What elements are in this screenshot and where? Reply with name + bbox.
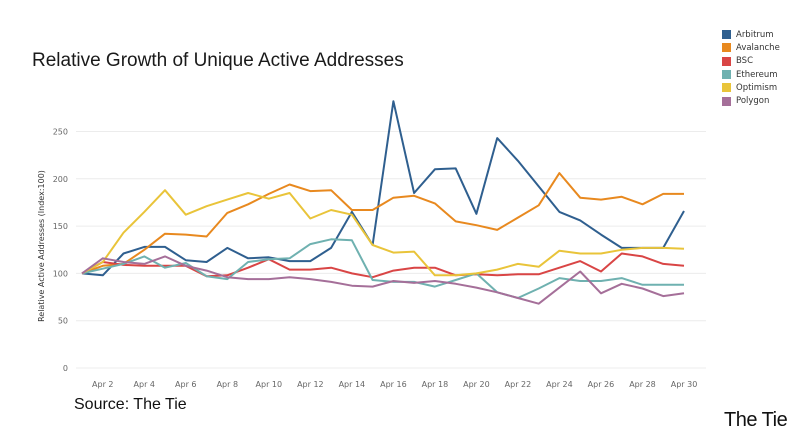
x-tick-label: Apr 8 xyxy=(217,380,238,389)
legend-swatch xyxy=(722,83,731,93)
legend-label: Optimism xyxy=(736,82,778,93)
x-tick-label: Apr 2 xyxy=(92,380,113,389)
legend-label: Avalanche xyxy=(736,42,780,53)
x-tick-label: Apr 6 xyxy=(175,380,196,389)
x-tick-label: Apr 12 xyxy=(297,380,324,389)
x-tick-label: Apr 26 xyxy=(588,380,615,389)
legend-item-ethereum: Ethereum xyxy=(722,68,780,81)
y-axis-label: Relative Active Addresses (Index:100) xyxy=(37,170,46,322)
legend-item-bsc: BSC xyxy=(722,55,780,68)
legend-swatch xyxy=(722,43,731,53)
legend-label: Polygon xyxy=(736,96,770,107)
x-tick-label: Apr 16 xyxy=(380,380,407,389)
series-line-polygon xyxy=(81,255,685,305)
legend-swatch xyxy=(722,70,731,80)
legend-label: BSC xyxy=(736,56,754,67)
y-tick-label: 50 xyxy=(58,317,68,326)
series-lines xyxy=(81,100,685,305)
legend-swatch xyxy=(722,30,731,40)
x-tick-label: Apr 24 xyxy=(546,380,573,389)
x-tick-label: Apr 28 xyxy=(629,380,656,389)
legend-item-arbitrum: Arbitrum xyxy=(722,28,780,41)
x-tick-label: Apr 20 xyxy=(463,380,490,389)
legend-label: Arbitrum xyxy=(736,29,774,40)
series-line-arbitrum xyxy=(81,100,685,277)
y-tick-label: 150 xyxy=(53,222,68,231)
legend: Arbitrum Avalanche BSC Ethereum Optimism Poly… xyxy=(722,28,780,108)
x-tick-label: Apr 22 xyxy=(505,380,532,389)
y-tick-label: 0 xyxy=(63,364,68,373)
source-note: Source: The Tie xyxy=(74,396,187,413)
x-tick-label: Apr 4 xyxy=(134,380,155,389)
y-tick-label: 250 xyxy=(53,128,68,137)
x-axis-ticks: Apr 2 Apr 4 Apr 6 Apr 8 Apr 10 Apr 12 Apr 14 Ap… xyxy=(92,380,697,389)
legend-label: Ethereum xyxy=(736,69,778,80)
legend-item-optimism: Optimism xyxy=(722,81,780,94)
y-tick-label: 100 xyxy=(53,269,68,278)
series-line-bsc xyxy=(81,252,685,279)
x-tick-label: Apr 10 xyxy=(256,380,283,389)
x-tick-label: Apr 30 xyxy=(671,380,698,389)
legend-swatch xyxy=(722,56,731,66)
x-tick-label: Apr 18 xyxy=(422,380,449,389)
brand-logo: The Tie xyxy=(724,409,788,431)
series-line-optimism xyxy=(81,189,685,277)
legend-swatch xyxy=(722,96,731,106)
x-tick-label: Apr 14 xyxy=(339,380,366,389)
series-line-avalanche xyxy=(81,172,684,275)
gridlines xyxy=(76,131,706,369)
legend-item-avalanche: Avalanche xyxy=(722,41,780,54)
chart-title: Relative Growth of Unique Active Address… xyxy=(32,50,404,71)
legend-item-polygon: Polygon xyxy=(722,94,780,107)
y-axis-ticks: 0 50 100 150 200 250 xyxy=(53,128,68,374)
y-tick-label: 200 xyxy=(53,175,68,184)
